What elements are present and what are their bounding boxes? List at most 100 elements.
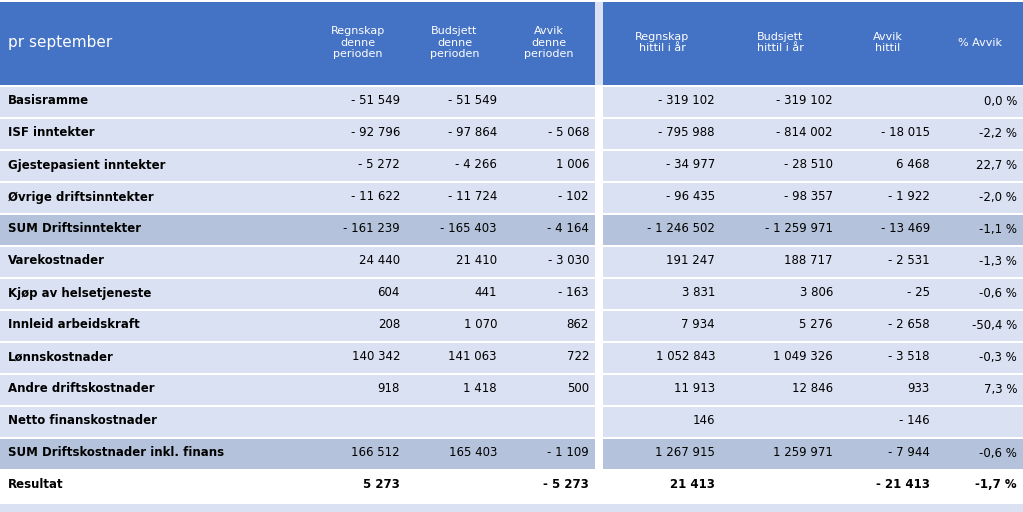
- Bar: [0, 117, 1023, 118]
- Text: - 13 469: - 13 469: [881, 223, 930, 236]
- Bar: [603, 277, 1023, 309]
- Text: - 51 549: - 51 549: [351, 95, 400, 108]
- Bar: [595, 469, 603, 501]
- Text: 5 276: 5 276: [799, 318, 833, 331]
- Text: 1 259 971: 1 259 971: [773, 446, 833, 459]
- Bar: [595, 149, 603, 181]
- Text: - 163: - 163: [559, 287, 589, 300]
- Bar: [0, 373, 595, 405]
- Text: - 2 531: - 2 531: [888, 254, 930, 267]
- Bar: [0, 373, 1023, 374]
- Text: - 18 015: - 18 015: [881, 126, 930, 139]
- Bar: [595, 213, 603, 245]
- Text: 441: 441: [475, 287, 497, 300]
- Bar: [595, 117, 603, 149]
- Bar: [603, 117, 1023, 149]
- Text: Øvrige driftsinntekter: Øvrige driftsinntekter: [8, 190, 153, 203]
- Text: 6 468: 6 468: [896, 159, 930, 172]
- Text: 11 913: 11 913: [674, 382, 715, 395]
- Text: 165 403: 165 403: [449, 446, 497, 459]
- Text: Budsjett
hittil i år: Budsjett hittil i år: [757, 32, 803, 53]
- Bar: [0, 149, 1023, 151]
- Text: - 11 724: - 11 724: [448, 190, 497, 203]
- Bar: [595, 85, 603, 117]
- Bar: [595, 181, 603, 213]
- Text: 0,0 %: 0,0 %: [984, 95, 1017, 108]
- Text: 500: 500: [567, 382, 589, 395]
- Bar: [0, 245, 1023, 246]
- Text: - 96 435: - 96 435: [666, 190, 715, 203]
- Text: Lønnskostnader: Lønnskostnader: [8, 351, 114, 364]
- Text: 166 512: 166 512: [351, 446, 400, 459]
- Text: - 319 102: - 319 102: [659, 95, 715, 108]
- Text: 722: 722: [567, 351, 589, 364]
- Text: - 21 413: - 21 413: [876, 479, 930, 492]
- Bar: [603, 245, 1023, 277]
- Bar: [603, 149, 1023, 181]
- Bar: [0, 469, 595, 501]
- Text: - 98 357: - 98 357: [784, 190, 833, 203]
- Text: 5 273: 5 273: [363, 479, 400, 492]
- Text: - 11 622: - 11 622: [351, 190, 400, 203]
- Text: - 1 109: - 1 109: [547, 446, 589, 459]
- Bar: [0, 405, 1023, 407]
- Text: Andre driftskostnader: Andre driftskostnader: [8, 382, 154, 395]
- Text: - 28 510: - 28 510: [784, 159, 833, 172]
- Text: -50,4 %: -50,4 %: [972, 318, 1017, 331]
- Bar: [0, 213, 1023, 215]
- Text: 191 247: 191 247: [666, 254, 715, 267]
- Text: 933: 933: [907, 382, 930, 395]
- Text: 140 342: 140 342: [352, 351, 400, 364]
- Text: - 165 403: - 165 403: [441, 223, 497, 236]
- Text: Basisramme: Basisramme: [8, 95, 89, 108]
- Text: - 146: - 146: [899, 415, 930, 428]
- Text: - 5 272: - 5 272: [358, 159, 400, 172]
- Text: - 1 259 971: - 1 259 971: [765, 223, 833, 236]
- Text: Budsjett
denne
perioden: Budsjett denne perioden: [430, 26, 479, 59]
- Text: 918: 918: [377, 382, 400, 395]
- Text: Regnskap
hittil i år: Regnskap hittil i år: [635, 32, 690, 53]
- Bar: [0, 437, 595, 469]
- Bar: [603, 437, 1023, 469]
- Text: - 3 030: - 3 030: [547, 254, 589, 267]
- Text: 1 418: 1 418: [463, 382, 497, 395]
- Bar: [0, 405, 595, 437]
- Text: -0,3 %: -0,3 %: [979, 351, 1017, 364]
- Text: - 34 977: - 34 977: [666, 159, 715, 172]
- Text: -1,7 %: -1,7 %: [975, 479, 1017, 492]
- Bar: [0, 0, 1023, 2]
- Bar: [0, 0, 595, 85]
- Text: ISF inntekter: ISF inntekter: [8, 126, 94, 139]
- Text: - 319 102: - 319 102: [776, 95, 833, 108]
- Text: - 161 239: - 161 239: [344, 223, 400, 236]
- Text: 146: 146: [693, 415, 715, 428]
- Text: - 1 246 502: - 1 246 502: [648, 223, 715, 236]
- Text: % Avvik: % Avvik: [958, 37, 1002, 48]
- Text: - 795 988: - 795 988: [659, 126, 715, 139]
- Text: -2,0 %: -2,0 %: [979, 190, 1017, 203]
- Bar: [0, 117, 595, 149]
- Text: - 4 164: - 4 164: [547, 223, 589, 236]
- Text: 1 006: 1 006: [555, 159, 589, 172]
- Text: Avvik
denne
perioden: Avvik denne perioden: [524, 26, 574, 59]
- Text: pr september: pr september: [8, 35, 113, 50]
- Text: Resultat: Resultat: [8, 479, 63, 492]
- Text: - 814 002: - 814 002: [776, 126, 833, 139]
- Text: Regnskap
denne
perioden: Regnskap denne perioden: [330, 26, 385, 59]
- Text: Kjøp av helsetjeneste: Kjøp av helsetjeneste: [8, 287, 151, 300]
- Text: - 25: - 25: [907, 287, 930, 300]
- Text: - 1 922: - 1 922: [888, 190, 930, 203]
- Text: 604: 604: [377, 287, 400, 300]
- Bar: [0, 309, 595, 341]
- Bar: [595, 309, 603, 341]
- Text: - 4 266: - 4 266: [455, 159, 497, 172]
- Text: - 5 068: - 5 068: [547, 126, 589, 139]
- Bar: [0, 181, 595, 213]
- Bar: [603, 469, 1023, 501]
- Text: 22,7 %: 22,7 %: [976, 159, 1017, 172]
- Bar: [0, 85, 1023, 87]
- Text: 141 063: 141 063: [448, 351, 497, 364]
- Text: - 3 518: - 3 518: [889, 351, 930, 364]
- Bar: [603, 373, 1023, 405]
- Text: 1 267 915: 1 267 915: [655, 446, 715, 459]
